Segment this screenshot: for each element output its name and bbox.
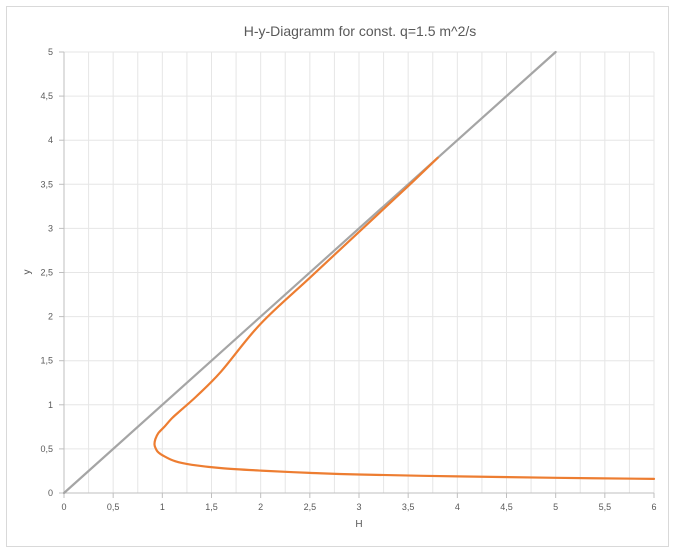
y-tick-label: 0,5	[40, 444, 53, 454]
x-tick-label: 0	[61, 502, 66, 512]
chart-title: H-y-Diagramm for const. q=1.5 m^2/s	[244, 23, 477, 39]
reference-line	[62, 50, 557, 495]
y-tick-label: 3	[48, 223, 53, 233]
y-tick-label: 1,5	[40, 356, 53, 366]
x-tick-label: 5	[553, 502, 558, 512]
y-axis-label: y	[22, 270, 33, 275]
y-tick-label: 1	[48, 400, 53, 410]
x-tick-label: 4	[455, 502, 460, 512]
plot-grid	[63, 51, 655, 494]
x-tick-label: 1	[160, 502, 165, 512]
x-tick-label: 2	[258, 502, 263, 512]
x-tick-label: 1,5	[205, 502, 218, 512]
x-tick-label: 0,5	[107, 502, 120, 512]
y-tick-label: 5	[48, 47, 53, 57]
y-tick-label: 2,5	[40, 268, 53, 278]
x-axis-label: H	[355, 519, 362, 530]
y-tick-label: 4,5	[40, 91, 53, 101]
y-tick-label: 0	[48, 488, 53, 498]
y-tick-label: 2	[48, 312, 53, 322]
x-tick-label: 4,5	[500, 502, 513, 512]
x-tick-label: 3	[356, 502, 361, 512]
x-tick-label: 2,5	[304, 502, 317, 512]
y-tick-label: 4	[48, 135, 53, 145]
x-tick-label: 3,5	[402, 502, 415, 512]
specific-energy-curve	[153, 156, 656, 480]
x-tick-label: 6	[651, 502, 656, 512]
plot-series	[62, 50, 656, 495]
y-tick-label: 3,5	[40, 179, 53, 189]
plot-axes	[59, 51, 655, 498]
tick-labels: 0 0,5 1 1,5 2 2,5 3 3,5 4 4,5 5 5,5 6 0 0,5 1 1,5 2 2,5 3 3,…	[40, 47, 656, 512]
x-tick-label: 5,5	[599, 502, 612, 512]
